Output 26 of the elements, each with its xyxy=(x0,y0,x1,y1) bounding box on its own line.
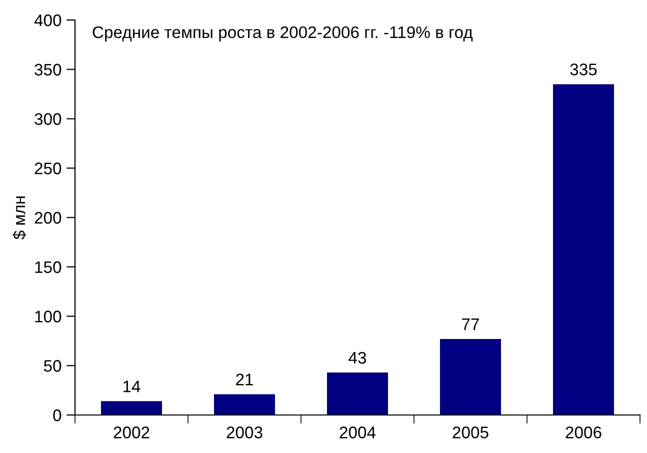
x-tick-label: 2002 xyxy=(114,426,150,438)
annotation: Средние темпы роста в 2002-2006 гг. -119% в год xyxy=(92,26,473,42)
bar xyxy=(100,401,162,415)
bar xyxy=(326,372,388,415)
y-tick-label: 0 xyxy=(53,409,62,422)
x-tick-label: 2006 xyxy=(566,426,602,438)
x-tick-label: 2005 xyxy=(452,426,488,438)
y-tick-label: 150 xyxy=(35,261,62,274)
y-tick-label: 400 xyxy=(34,14,62,26)
bar xyxy=(440,338,502,415)
data-label: 77 xyxy=(462,318,479,330)
y-tick-label: 250 xyxy=(34,162,62,174)
x-tick-label: 2003 xyxy=(226,426,262,438)
y-tick-label: 300 xyxy=(34,113,62,125)
y-tick-label: 350 xyxy=(34,64,62,76)
bar xyxy=(214,394,276,415)
data-label: 43 xyxy=(348,352,366,364)
data-label: 14 xyxy=(124,380,140,392)
x-tick-label: 2004 xyxy=(340,426,376,438)
y-tick-label: 50 xyxy=(44,360,62,372)
y-axis-title: $ млн xyxy=(12,196,26,240)
bar xyxy=(552,84,614,415)
data-label: 335 xyxy=(570,64,597,76)
data-label: 21 xyxy=(236,374,253,386)
y-tick-label: 200 xyxy=(34,212,62,224)
y-tick-label: 100 xyxy=(35,310,62,322)
